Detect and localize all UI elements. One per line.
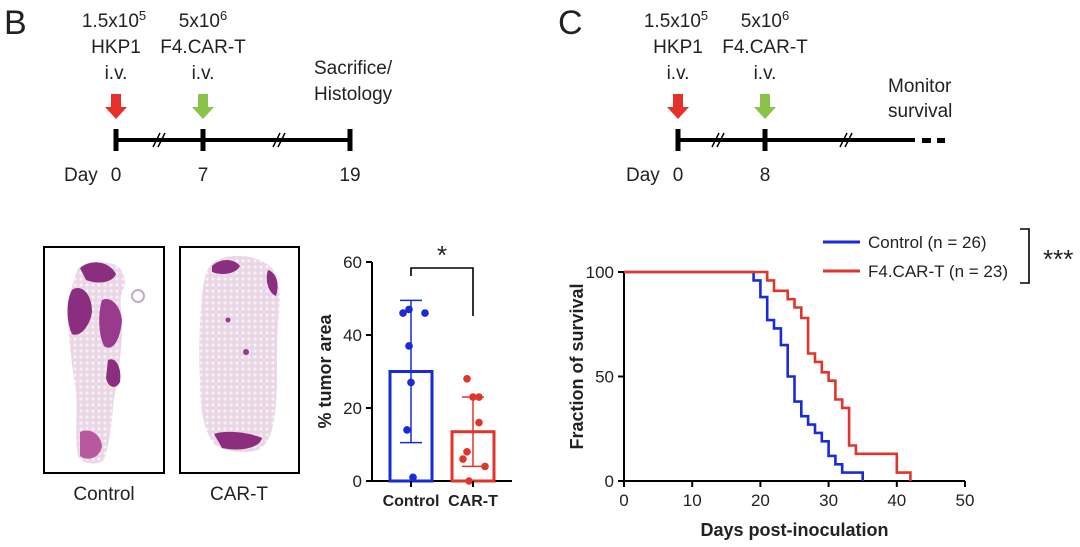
bar-y-axis-label: % tumor area xyxy=(315,313,335,428)
c-red-arrow-icon xyxy=(667,94,689,119)
b-inj2-name: F4.CAR-T xyxy=(160,37,246,58)
survival-significance-marker: *** xyxy=(1043,244,1073,274)
svg-text:5x106: 5x106 xyxy=(179,8,227,32)
b-endpoint-line2: Histology xyxy=(314,84,393,105)
b-inj2-route: i.v. xyxy=(192,63,215,84)
data-point-car-t xyxy=(475,418,483,427)
c-inj2-name: F4.CAR-T xyxy=(722,37,808,58)
panel-c-injection2-text: 5x106 F4.CAR-T i.v. xyxy=(722,8,808,84)
surv-y-tick-label: 50 xyxy=(595,368,614,387)
histology-cart-caption: CAR-T xyxy=(210,484,268,505)
b-day-7: 7 xyxy=(198,165,209,186)
legend-bracket xyxy=(1020,228,1030,284)
b-inj1-exponent: 5 xyxy=(139,8,146,23)
survival-line-cart xyxy=(624,270,912,481)
c-inj2-route: i.v. xyxy=(754,63,777,84)
c-inj1-exponent: 5 xyxy=(701,8,708,23)
c-day-label: Day xyxy=(626,165,660,186)
data-point-control xyxy=(421,309,429,317)
b-red-arrow-icon xyxy=(105,94,127,119)
data-point-control xyxy=(409,473,417,482)
b-green-arrow-icon xyxy=(192,94,214,119)
c-inj1-dose: 1.5x10 xyxy=(644,11,701,32)
surv-x-tick-label: 20 xyxy=(751,491,770,510)
svg-text:1.5x105: 1.5x105 xyxy=(644,8,708,32)
surv-y-tick-label: 100 xyxy=(586,263,614,282)
data-point-car-t xyxy=(463,448,471,456)
significance-marker: * xyxy=(437,240,447,270)
histology-cart-image xyxy=(179,246,300,474)
bar-y-tick-label: 60 xyxy=(343,253,362,272)
data-point-control xyxy=(399,309,407,317)
surv-x-tick-label: 30 xyxy=(819,491,838,510)
legend-label: Control (n = 26) xyxy=(868,233,987,252)
surv-x-tick-label: 40 xyxy=(887,491,906,510)
c-green-arrow-icon xyxy=(754,94,776,119)
panel-c-label: C xyxy=(558,4,583,42)
b-timeline-axis xyxy=(113,129,353,151)
bar-y-tick-label: 0 xyxy=(353,472,362,491)
panel-b-injection2-text: 5x106 F4.CAR-T i.v. xyxy=(160,8,246,84)
svg-text:1.5x105: 1.5x105 xyxy=(82,8,146,32)
data-point-car-t xyxy=(475,393,483,401)
survival-curve-chart: 0 50 100 0 10 20 30 40 50 Days post-inoculation Fr… xyxy=(567,228,1073,540)
c-timeline-axis xyxy=(675,129,945,151)
b-inj2-exponent: 6 xyxy=(220,8,227,23)
data-point-control xyxy=(405,342,413,350)
survival-line-control xyxy=(624,270,864,481)
data-point-car-t xyxy=(465,477,473,485)
b-day-19: 19 xyxy=(339,165,360,186)
tumor-area-bar-chart: 0 20 40 60 % tumor area Control CAR-T * xyxy=(315,240,512,510)
c-endpoint-line2: survival xyxy=(888,101,952,122)
surv-x-tick-label: 50 xyxy=(956,491,975,510)
c-day-0: 0 xyxy=(673,165,684,186)
c-inj2-dose: 5x10 xyxy=(741,11,782,32)
panel-b-injection1-text: 1.5x105 HKP1 i.v. xyxy=(82,8,146,84)
significance-bracket xyxy=(410,267,474,316)
surv-x-tick-label: 10 xyxy=(683,491,702,510)
data-point-control xyxy=(405,305,413,314)
bar-y-tick-label: 40 xyxy=(343,326,362,345)
b-day-0: 0 xyxy=(111,165,122,186)
b-endpoint-line1: Sacrifice/ xyxy=(314,58,393,79)
histology-control-caption: Control xyxy=(73,484,134,505)
b-inj1-dose: 1.5x10 xyxy=(82,11,139,32)
bar-category-label: Control xyxy=(383,493,440,510)
bar-y-tick-label: 20 xyxy=(343,399,362,418)
b-inj1-route: i.v. xyxy=(105,63,128,84)
panel-b-endpoint-text: Sacrifice/ Histology xyxy=(314,58,393,105)
b-day-label: Day xyxy=(64,165,98,186)
b-inj1-name: HKP1 xyxy=(91,37,141,58)
surv-y-tick-label: 0 xyxy=(605,472,614,491)
b-inj2-dose: 5x10 xyxy=(179,11,220,32)
surv-y-axis-label: Fraction of survival xyxy=(567,283,587,449)
c-inj2-exponent: 6 xyxy=(782,8,789,23)
panel-c-injection1-text: 1.5x105 HKP1 i.v. xyxy=(644,8,708,84)
data-point-car-t xyxy=(463,375,471,383)
c-inj1-name: HKP1 xyxy=(653,37,703,58)
data-point-car-t xyxy=(469,393,477,401)
svg-text:5x106: 5x106 xyxy=(741,8,789,32)
c-inj1-route: i.v. xyxy=(667,63,690,84)
histology-control-image xyxy=(43,246,165,474)
bar-category-label: CAR-T xyxy=(448,493,498,510)
c-day-8: 8 xyxy=(760,165,771,186)
panel-b-label: B xyxy=(4,4,27,42)
surv-x-axis-label: Days post-inoculation xyxy=(700,520,888,540)
surv-x-tick-label: 0 xyxy=(619,491,628,510)
data-point-control xyxy=(403,426,411,434)
data-point-car-t xyxy=(481,462,489,471)
panel-c-endpoint-text: Monitor survival xyxy=(888,76,952,122)
legend-label: F4.CAR-T (n = 23) xyxy=(868,262,1008,281)
data-point-car-t xyxy=(459,455,467,463)
c-endpoint-line1: Monitor xyxy=(888,76,952,97)
data-point-control xyxy=(407,378,415,387)
